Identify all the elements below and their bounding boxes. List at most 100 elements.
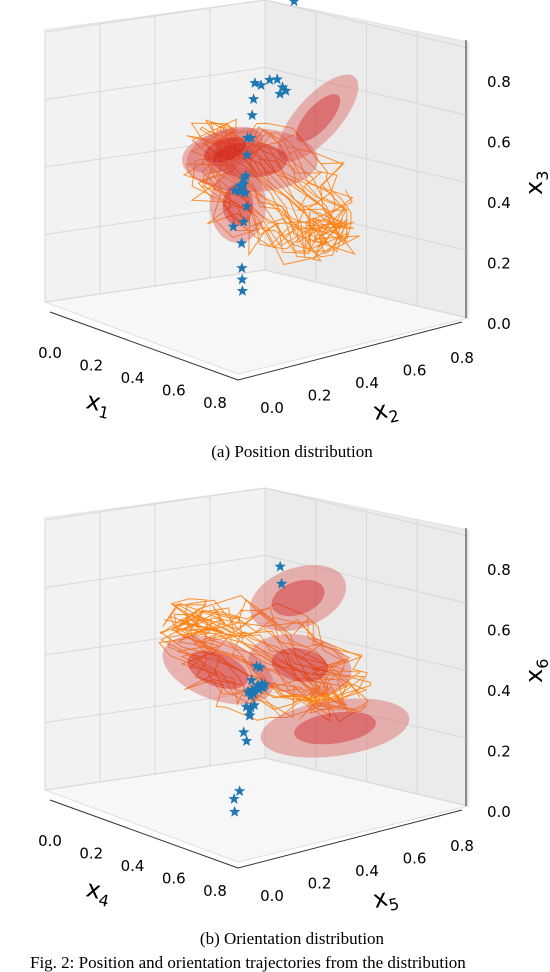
gmm-ellipsoid (162, 635, 274, 705)
y-tick-label: 0.8 (450, 349, 474, 367)
data-point-star (240, 700, 253, 712)
grid-line (44, 487, 266, 521)
data-point-star (264, 74, 276, 85)
x-tick-label: 0.6 (162, 870, 186, 888)
y-axis-line (237, 809, 463, 869)
data-point-star (236, 285, 249, 296)
subfigure-caption-b: (b) Orientation distribution (200, 929, 385, 948)
data-point-star (240, 735, 253, 746)
gmm-ellipsoid (210, 167, 266, 243)
x-tick-label: 0.8 (203, 882, 227, 900)
x-tick-label: 0.0 (38, 344, 62, 362)
position-distribution-plot: 0.0 0.2 0.4 0.6 0.8 0.0 0.2 0.4 0.6 0.8 0.0 0.2 0.4 0… (38, 0, 550, 429)
data-point-star (242, 685, 254, 697)
data-point-star (234, 180, 246, 191)
y-tick-label: 0.2 (308, 387, 332, 405)
data-point-star (238, 726, 250, 738)
y-tick-label: 0.4 (355, 374, 379, 392)
data-point-star (240, 169, 252, 181)
y-tick-label: 0.8 (450, 837, 474, 855)
data-point-star (245, 132, 257, 143)
data-point-star (254, 661, 266, 673)
subfigure-caption-a: (a) Position distribution (211, 442, 373, 461)
data-point-star (238, 172, 250, 184)
gmm-ellipsoid (277, 74, 359, 162)
figure-caption: Fig. 2: Position and orientation traject… (30, 953, 466, 972)
axis-label-z: x3 (520, 171, 550, 195)
trajectory-line (168, 598, 363, 717)
data-point-star (228, 793, 240, 804)
z-tick-label: 0.0 (487, 803, 511, 821)
gmm-core (295, 94, 341, 142)
axis-label-x: x4 (83, 874, 114, 910)
z-tick-label: 0.2 (487, 255, 511, 273)
y-tick-label: 0.0 (260, 887, 284, 905)
data-point-star (238, 215, 250, 227)
x-tick-label: 0.6 (162, 382, 186, 400)
data-point-star (250, 660, 263, 672)
grid-line (44, 0, 266, 33)
x-tick-label: 0.4 (121, 857, 145, 875)
data-point-star (249, 77, 261, 88)
gmm-ellipsoid (182, 128, 318, 192)
z-tick-label: 0.0 (487, 315, 511, 333)
data-point-star (241, 200, 253, 212)
data-point-star (255, 79, 267, 91)
z-tick-label: 0.6 (487, 622, 511, 640)
data-point-star (247, 93, 260, 104)
grid-line (44, 67, 266, 100)
grid-line (264, 487, 469, 537)
data-point-star (275, 577, 288, 589)
x-tick-label: 0.2 (79, 845, 103, 863)
gmm-core (294, 711, 376, 745)
data-point-star (236, 262, 248, 273)
x-tick-label: 0.8 (203, 394, 227, 412)
y-axis-line (237, 321, 463, 381)
gmm-core (271, 579, 325, 617)
x-axis-line (49, 799, 239, 869)
grid-line (264, 0, 469, 49)
data-point-star (280, 84, 292, 96)
x-tick-label: 0.0 (38, 832, 62, 850)
gmm-ellipsoid (249, 565, 347, 631)
data-point-star (271, 73, 283, 85)
z-tick-label: 0.4 (487, 194, 511, 212)
grid-line (264, 67, 469, 116)
gmm-core (271, 648, 329, 682)
data-point-star (236, 273, 248, 285)
z-tick-label: 0.8 (487, 561, 511, 579)
z-tick-label: 0.8 (487, 73, 511, 91)
axis-label-y: x5 (370, 881, 401, 917)
trajectory-line (183, 129, 353, 257)
trajectory-line (160, 595, 356, 722)
data-point-star (276, 81, 289, 93)
gmm-core (187, 651, 249, 689)
axis-label-y: x2 (370, 393, 401, 429)
data-point-star (227, 220, 239, 232)
data-point-star (246, 109, 258, 121)
data-point-star (233, 785, 246, 796)
gmm-core (212, 142, 288, 178)
z-tick-label: 0.2 (487, 743, 511, 761)
data-point-star (243, 703, 256, 715)
data-point-star (229, 805, 241, 817)
data-point-star (245, 690, 257, 701)
grid-line (44, 555, 266, 588)
data-point-star (259, 678, 271, 690)
grid-line (264, 555, 469, 604)
data-point-star (248, 699, 261, 711)
data-point-star (239, 187, 251, 198)
data-point-star (245, 701, 257, 713)
axis-label-x: x1 (83, 386, 114, 422)
trajectory-line (186, 118, 354, 266)
axis-label-z: x6 (520, 659, 550, 683)
gmm-ellipsoid (260, 698, 410, 758)
trajectory-line (185, 122, 360, 255)
gmm-ellipsoid (186, 126, 264, 174)
data-point-star (245, 674, 258, 686)
orientation-distribution-plot: 0.0 0.2 0.4 0.6 0.8 0.0 0.2 0.4 0.6 0.8 0.0 0.2 0.4 0… (38, 487, 550, 917)
data-point-star (235, 237, 248, 249)
data-point-star (289, 0, 300, 7)
data-point-star (274, 560, 286, 572)
